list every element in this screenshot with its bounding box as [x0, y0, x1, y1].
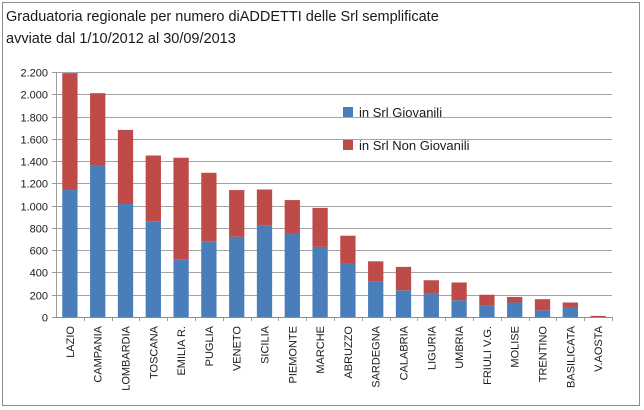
y-tick-label: 1.800: [20, 113, 48, 125]
x-tick-label: EMILIA R.: [176, 326, 188, 376]
chart-frame: [2, 2, 640, 406]
y-tick-label: 800: [30, 224, 48, 236]
x-tick-label: TRENTINO: [538, 326, 550, 383]
y-tick-label: 0: [42, 313, 48, 325]
bar-segment-non-giovanili: [229, 190, 245, 237]
bar-segment-giovanili: [312, 246, 328, 317]
bar-segment-non-giovanili: [145, 155, 161, 222]
x-tick-label: MOLISE: [510, 326, 522, 368]
x-tick-label: LAZIO: [65, 326, 77, 358]
legend-swatch: [343, 107, 353, 117]
bar-segment-non-giovanili: [201, 172, 217, 242]
gridlines: [56, 72, 612, 318]
x-tick-label: LIGURIA: [426, 325, 438, 370]
bar-segment-non-giovanili: [479, 294, 495, 306]
y-tick-label: 200: [30, 291, 48, 303]
x-tick-label: ABRUZZO: [343, 326, 355, 379]
bar-segment-giovanili: [340, 263, 356, 317]
chart-title-line-2: avviate dal 1/10/2012 al 30/09/2013: [6, 31, 236, 47]
bar-segment-giovanili: [368, 281, 384, 317]
x-tick-label: SARDEGNA: [371, 325, 383, 387]
bar-segment-non-giovanili: [534, 299, 551, 311]
x-tick-label: SICILIA: [260, 325, 272, 364]
y-tick-label: 1.400: [20, 157, 48, 169]
x-tick-label: PIEMONTE: [287, 326, 299, 383]
x-axis: LAZIO CAMPANIA LOMBARDIA TOSCANA EMILIA R. PU…: [56, 317, 613, 391]
x-tick-label: CALABRIA: [399, 325, 411, 380]
bar-segment-giovanili: [117, 203, 134, 317]
x-tick-label: VENETO: [232, 326, 244, 371]
x-tick-label: MARCHE: [315, 326, 327, 374]
legend-label: in Srl Non Giovanili: [359, 138, 470, 153]
x-tick-label: CAMPANIA: [93, 325, 105, 382]
bar-segment-giovanili: [479, 305, 495, 317]
y-tick-label: 400: [30, 268, 48, 280]
bar-segment-non-giovanili: [451, 282, 467, 301]
bar-segment-giovanili: [562, 306, 578, 317]
bar-segment-giovanili: [90, 165, 106, 317]
bar-segment-non-giovanili: [507, 296, 523, 303]
x-tick-label: V.AOSTA: [593, 325, 605, 372]
bar-segment-non-giovanili: [90, 93, 106, 166]
legend: in Srl Giovanili in Srl Non Giovanili: [343, 105, 470, 153]
bar-segment-giovanili: [395, 290, 412, 317]
y-tick-label: 2.200: [20, 68, 48, 80]
legend-label: in Srl Giovanili: [359, 105, 442, 120]
bar-segment-giovanili: [229, 236, 245, 317]
bar-segment-giovanili: [423, 293, 439, 317]
bar-segment-non-giovanili: [117, 129, 134, 204]
y-tick-label: 600: [30, 246, 48, 258]
bar-segment-non-giovanili: [562, 302, 578, 307]
bar-segment-non-giovanili: [395, 266, 412, 291]
y-tick-label: 2.000: [20, 90, 48, 102]
chart-title: Graduatoria regionale per numero diADDET…: [6, 6, 439, 50]
bar-segment-giovanili: [284, 233, 300, 317]
bar-segment-non-giovanili: [284, 200, 300, 234]
bar-segment-non-giovanili: [423, 280, 439, 294]
bar-segment-giovanili: [201, 241, 217, 317]
bar-segment-giovanili: [451, 300, 467, 317]
bar-segment-non-giovanili: [312, 207, 328, 247]
y-axis: 0 200 400 600 800 1.000 1.200 1.400 1.600 1.800 2.…: [20, 68, 57, 325]
bar-segment-giovanili: [145, 221, 161, 317]
legend-swatch: [343, 140, 353, 150]
bar-segment-giovanili: [173, 259, 189, 317]
x-tick-label: BASILICATA: [565, 325, 577, 388]
bar-segment-non-giovanili: [62, 73, 78, 191]
bar-segment-non-giovanili: [173, 157, 189, 260]
chart-title-line-1: Graduatoria regionale per numero diADDET…: [6, 9, 439, 25]
bar-segment-non-giovanili: [256, 189, 273, 226]
x-tick-label: LOMBARDIA: [121, 325, 133, 390]
x-tick-label: FRIULI V.G.: [482, 326, 494, 385]
bar-segment-giovanili: [62, 190, 78, 317]
bar-segment-giovanili: [507, 302, 523, 317]
bar-segment-non-giovanili: [590, 315, 606, 317]
bars: [62, 73, 606, 317]
x-tick-label: TOSCANA: [148, 325, 160, 379]
x-tick-label: PUGLIA: [204, 325, 216, 366]
y-tick-label: 1.200: [20, 179, 48, 191]
bar-segment-non-giovanili: [340, 235, 356, 264]
bar-segment-giovanili: [534, 310, 551, 317]
y-tick-label: 1.600: [20, 135, 48, 147]
y-tick-label: 1.000: [20, 202, 48, 214]
x-tick-label: UMBRIA: [454, 325, 466, 368]
bar-segment-giovanili: [256, 225, 273, 317]
bar-segment-non-giovanili: [368, 261, 384, 282]
